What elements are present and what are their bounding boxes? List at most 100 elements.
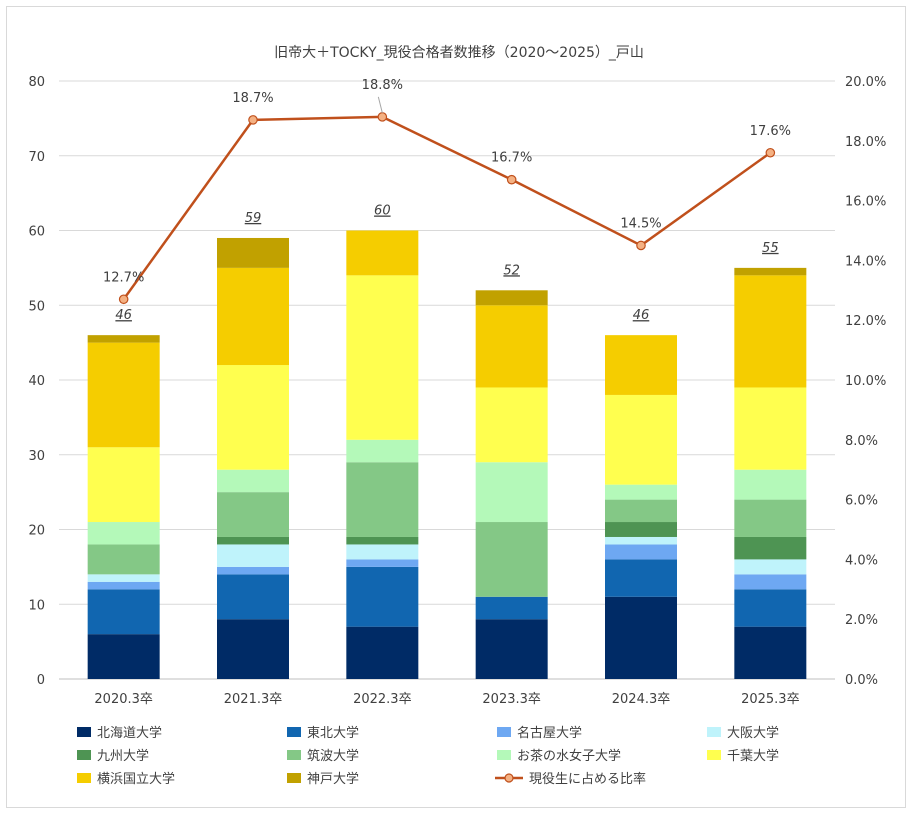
ratio-label: 18.8%: [362, 78, 403, 93]
legend-swatch: [707, 750, 721, 760]
legend-swatch: [287, 750, 301, 760]
legend-label: 神戸大学: [307, 771, 359, 787]
bar-segment: [346, 439, 419, 463]
x-tick-label: 2021.3卒: [224, 692, 283, 707]
x-tick-label: 2022.3卒: [353, 692, 412, 707]
leader-line: [377, 96, 383, 114]
y-tick-label: 40: [28, 374, 45, 389]
legend-label: 千葉大学: [727, 748, 779, 764]
bar-segment: [346, 559, 419, 567]
ratio-label: 16.7%: [491, 151, 532, 166]
bar-segment: [217, 237, 289, 268]
legend-label: お茶の水女子大学: [517, 748, 621, 764]
bar-segment: [734, 589, 807, 627]
legend-swatch: [497, 727, 511, 737]
bar-segment: [217, 365, 289, 470]
y2-tick-label: 8.0%: [845, 434, 878, 449]
bar-segment: [734, 267, 807, 276]
legend-swatch: [707, 727, 721, 737]
legend-label: 現役生に占める比率: [529, 771, 646, 787]
bar-segment: [87, 544, 160, 575]
bar-total-label: 52: [503, 263, 520, 278]
bar-segment: [605, 499, 677, 523]
bar-segment: [87, 335, 160, 343]
y2-tick-label: 2.0%: [845, 613, 878, 628]
y-tick-label: 50: [28, 299, 45, 314]
bar-segment: [605, 544, 677, 560]
bar-segment: [87, 589, 160, 635]
bar-segment: [217, 566, 289, 575]
y2-tick-label: 4.0%: [845, 553, 878, 568]
bar-segment: [217, 536, 289, 545]
bar-segment: [87, 574, 160, 582]
bar-total-label: 59: [245, 211, 262, 226]
bar-total-label: 60: [374, 204, 391, 219]
bar-total-label: 46: [633, 308, 650, 323]
legend-swatch: [287, 773, 301, 783]
bar-segment: [605, 536, 677, 545]
bar-segment: [605, 335, 677, 395]
y-tick-label: 0: [37, 673, 45, 688]
bar-segment: [734, 387, 807, 470]
ratio-line-path: [122, 115, 772, 301]
ratio-point: [506, 174, 517, 185]
bar-segment: [475, 596, 548, 620]
x-tick-label: 2020.3卒: [94, 692, 153, 707]
bar-segment: [217, 544, 289, 567]
legend-swatch: [497, 750, 511, 760]
gridlines: [59, 80, 835, 680]
bar-segment: [217, 492, 289, 537]
y-tick-label: 60: [28, 225, 45, 240]
legend-label: 名古屋大学: [517, 725, 582, 741]
bar-segment: [346, 544, 419, 560]
bar-segment: [87, 342, 160, 448]
legend-label: 横浜国立大学: [97, 771, 175, 787]
legend-swatch: [77, 773, 91, 783]
legend-label: 筑波大学: [307, 748, 359, 764]
bar-segment: [605, 484, 677, 500]
bar-segment: [346, 230, 419, 276]
axes: 0 10 20 30 40 50 60 70 80 0.0% 2.0% 4.0% 6.0% 8.0% 10.…: [28, 75, 886, 707]
bar-segment: [734, 275, 807, 388]
bar-segment: [475, 305, 548, 388]
data-labels: 46 59 60 52 46 55 12.7% 18.7% 18.8% 16.7% 14.5% 17.…: [103, 78, 791, 323]
bar-segment: [475, 387, 548, 463]
ratio-point: [248, 115, 258, 125]
y2-tick-label: 14.0%: [845, 254, 886, 269]
y-tick-label: 10: [28, 598, 45, 613]
bar-segment: [346, 462, 419, 537]
y-tick-label: 20: [28, 524, 45, 539]
bar-segment: [217, 619, 289, 679]
y2-tick-label: 16.0%: [845, 195, 886, 210]
bar-segment: [605, 559, 677, 597]
x-tick-label: 2023.3卒: [482, 692, 541, 707]
bar-segment: [217, 574, 289, 620]
ratio-label: 18.7%: [232, 91, 273, 106]
legend-label: 北海道大学: [97, 725, 162, 741]
legend-label: 大阪大学: [727, 725, 779, 741]
y2-tick-label: 18.0%: [845, 135, 886, 150]
y-tick-label: 30: [28, 449, 45, 464]
bar-segment: [734, 559, 807, 575]
ratio-label: 17.6%: [750, 124, 791, 139]
legend-line-marker: [504, 773, 514, 783]
bar-segment: [217, 469, 289, 493]
ratio-label: 14.5%: [620, 216, 661, 231]
y2-tick-label: 10.0%: [845, 374, 886, 389]
ratio-point: [118, 294, 129, 305]
bar-segment: [734, 626, 807, 679]
bar-total-label: 46: [115, 308, 132, 323]
legend-label: 九州大学: [97, 748, 149, 764]
bar-segment: [346, 536, 419, 545]
bar-total-label: 55: [762, 241, 779, 256]
ratio-point: [636, 240, 646, 251]
bar-segment: [605, 596, 677, 679]
ratio-point: [765, 147, 776, 158]
bar-segment: [346, 275, 419, 440]
bar-segment: [87, 581, 160, 590]
bar-segment: [475, 290, 548, 306]
bar-segment: [734, 469, 807, 500]
chart-title: 旧帝大＋TOCKY_現役合格者数推移（2020～2025）_戸山: [274, 45, 644, 61]
bar-segment: [87, 634, 160, 679]
